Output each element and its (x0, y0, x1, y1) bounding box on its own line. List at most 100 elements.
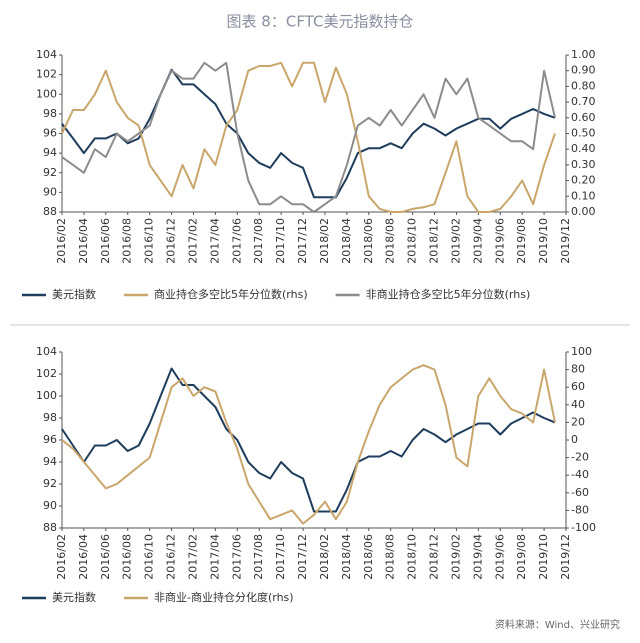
x-tick-label: 2017/10 (274, 218, 287, 264)
y2-tick-label: -20 (571, 451, 589, 464)
x-tick-label: 2019/02 (449, 534, 462, 580)
y-tick-label: 98 (43, 411, 57, 424)
source: 资料来源：Wind、兴业研究 (495, 618, 620, 631)
y-tick-label: 96 (43, 433, 57, 446)
series-line (61, 61, 556, 213)
y2-tick-label: -60 (571, 486, 589, 499)
x-tick-label: 2019/04 (471, 218, 484, 264)
y2-tick-label: 0.80 (571, 79, 596, 92)
x-tick-label: 2016/08 (121, 534, 134, 580)
y2-tick-label: 80 (571, 363, 585, 376)
x-tick-label: 2017/08 (252, 218, 265, 264)
x-tick-label: 2018/12 (428, 534, 441, 580)
y2-tick-label: -40 (571, 468, 589, 481)
y-tick-label: 94 (43, 146, 57, 159)
x-tick-label: 2016/02 (55, 218, 68, 264)
x-tick-label: 2018/10 (406, 534, 419, 580)
x-tick-label: 2019/06 (493, 534, 506, 580)
x-tick-label: 2018/08 (384, 218, 397, 264)
y-tick-label: 102 (36, 68, 57, 81)
y2-tick-label: 0.50 (571, 127, 596, 140)
y2-tick-label: 1.00 (571, 48, 596, 61)
x-tick-label: 2019/08 (515, 218, 528, 264)
legend-label: 非商业-商业持仓分化度(rhs) (154, 590, 294, 604)
y2-tick-label: 0.00 (571, 205, 596, 218)
series-line (61, 364, 556, 525)
x-tick-label: 2016/02 (55, 534, 68, 580)
y-tick-label: 90 (43, 499, 57, 512)
x-tick-label: 2016/10 (143, 534, 156, 580)
legend-label: 美元指数 (52, 287, 96, 301)
y2-tick-label: 100 (571, 345, 592, 358)
y2-tick-label: 40 (571, 398, 585, 411)
y2-tick-label: 0.60 (571, 111, 596, 124)
x-tick-label: 2017/10 (274, 534, 287, 580)
y-tick-label: 88 (43, 205, 57, 218)
x-tick-label: 2018/06 (362, 218, 375, 264)
x-tick-label: 2018/04 (340, 534, 353, 580)
x-tick-label: 2016/04 (77, 534, 90, 580)
x-tick-label: 2017/06 (230, 534, 243, 580)
figure-title: 图表 8：CFTC美元指数持仓 (227, 13, 414, 31)
x-tick-label: 2019/12 (559, 218, 572, 264)
y2-tick-label: 0.40 (571, 142, 596, 155)
x-tick-label: 2016/04 (77, 218, 90, 264)
y2-tick-label: 0.90 (571, 64, 596, 77)
y2-tick-label: -100 (571, 521, 596, 534)
y-tick-label: 100 (36, 389, 57, 402)
y2-tick-label: 0.20 (571, 174, 596, 187)
y2-tick-label: -80 (571, 503, 589, 516)
x-tick-label: 2018/04 (340, 218, 353, 264)
series-line (61, 68, 556, 199)
y-tick-label: 100 (36, 87, 57, 100)
x-tick-label: 2016/06 (99, 534, 112, 580)
x-tick-label: 2019/02 (449, 218, 462, 264)
x-tick-label: 2016/10 (143, 218, 156, 264)
x-tick-label: 2018/02 (318, 534, 331, 580)
y-tick-label: 104 (36, 345, 57, 358)
y-tick-label: 88 (43, 521, 57, 534)
y2-tick-label: 0 (571, 433, 578, 446)
x-tick-label: 2018/10 (406, 218, 419, 264)
y2-tick-label: 0.30 (571, 158, 596, 171)
x-tick-label: 2017/06 (230, 218, 243, 264)
y2-tick-label: 20 (571, 415, 585, 428)
y-tick-label: 96 (43, 127, 57, 140)
y-tick-label: 104 (36, 48, 57, 61)
x-tick-label: 2017/02 (186, 218, 199, 264)
x-tick-label: 2017/02 (186, 534, 199, 580)
x-tick-label: 2018/08 (384, 534, 397, 580)
x-tick-label: 2017/08 (252, 534, 265, 580)
x-tick-label: 2019/08 (515, 534, 528, 580)
x-tick-label: 2016/08 (121, 218, 134, 264)
x-tick-label: 2017/12 (296, 218, 309, 264)
x-tick-label: 2019/10 (537, 218, 550, 264)
y-tick-label: 92 (43, 166, 57, 179)
y2-tick-label: 0.70 (571, 95, 596, 108)
y-tick-label: 98 (43, 107, 57, 120)
x-tick-label: 2016/12 (165, 534, 178, 580)
x-tick-label: 2017/12 (296, 534, 309, 580)
x-tick-label: 2016/06 (99, 218, 112, 264)
legend-label: 非商业持仓多空比5年分位数(rhs) (366, 287, 531, 301)
series-line (61, 61, 556, 213)
x-tick-label: 2018/12 (428, 218, 441, 264)
x-tick-label: 2018/02 (318, 218, 331, 264)
x-tick-label: 2019/10 (537, 534, 550, 580)
y-tick-label: 90 (43, 185, 57, 198)
x-tick-label: 2017/04 (208, 534, 221, 580)
x-tick-label: 2018/06 (362, 534, 375, 580)
y2-tick-label: 0.10 (571, 189, 596, 202)
x-tick-label: 2016/12 (165, 218, 178, 264)
y-tick-label: 92 (43, 477, 57, 490)
y2-tick-label: 60 (571, 380, 585, 393)
legend-label: 美元指数 (52, 590, 96, 604)
x-tick-label: 2019/04 (471, 534, 484, 580)
x-tick-label: 2019/12 (559, 534, 572, 580)
y-tick-label: 94 (43, 455, 57, 468)
y-tick-label: 102 (36, 367, 57, 380)
x-tick-label: 2019/06 (493, 218, 506, 264)
x-tick-label: 2017/04 (208, 218, 221, 264)
legend-label: 商业持仓多空比5年分位数(rhs) (154, 287, 308, 301)
